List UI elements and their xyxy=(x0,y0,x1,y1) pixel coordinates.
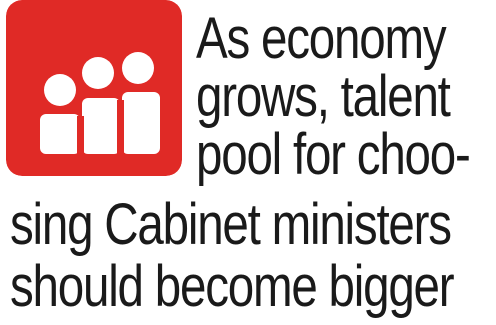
person-left-head xyxy=(44,74,76,106)
person-right-head xyxy=(122,52,154,84)
people-group-logo-icon xyxy=(6,0,182,176)
headline-line: should become bigger xyxy=(10,254,455,319)
person-left-body xyxy=(40,114,80,154)
person-middle-head xyxy=(82,57,114,89)
person-middle-body xyxy=(82,98,120,154)
person-right-body xyxy=(122,92,160,154)
headline-line: grows, talent xyxy=(196,64,451,129)
headline-line: sing Cabinet ministers xyxy=(10,192,452,257)
headline-line: As economy xyxy=(196,6,447,71)
headline-line: pool for choo- xyxy=(196,122,471,187)
